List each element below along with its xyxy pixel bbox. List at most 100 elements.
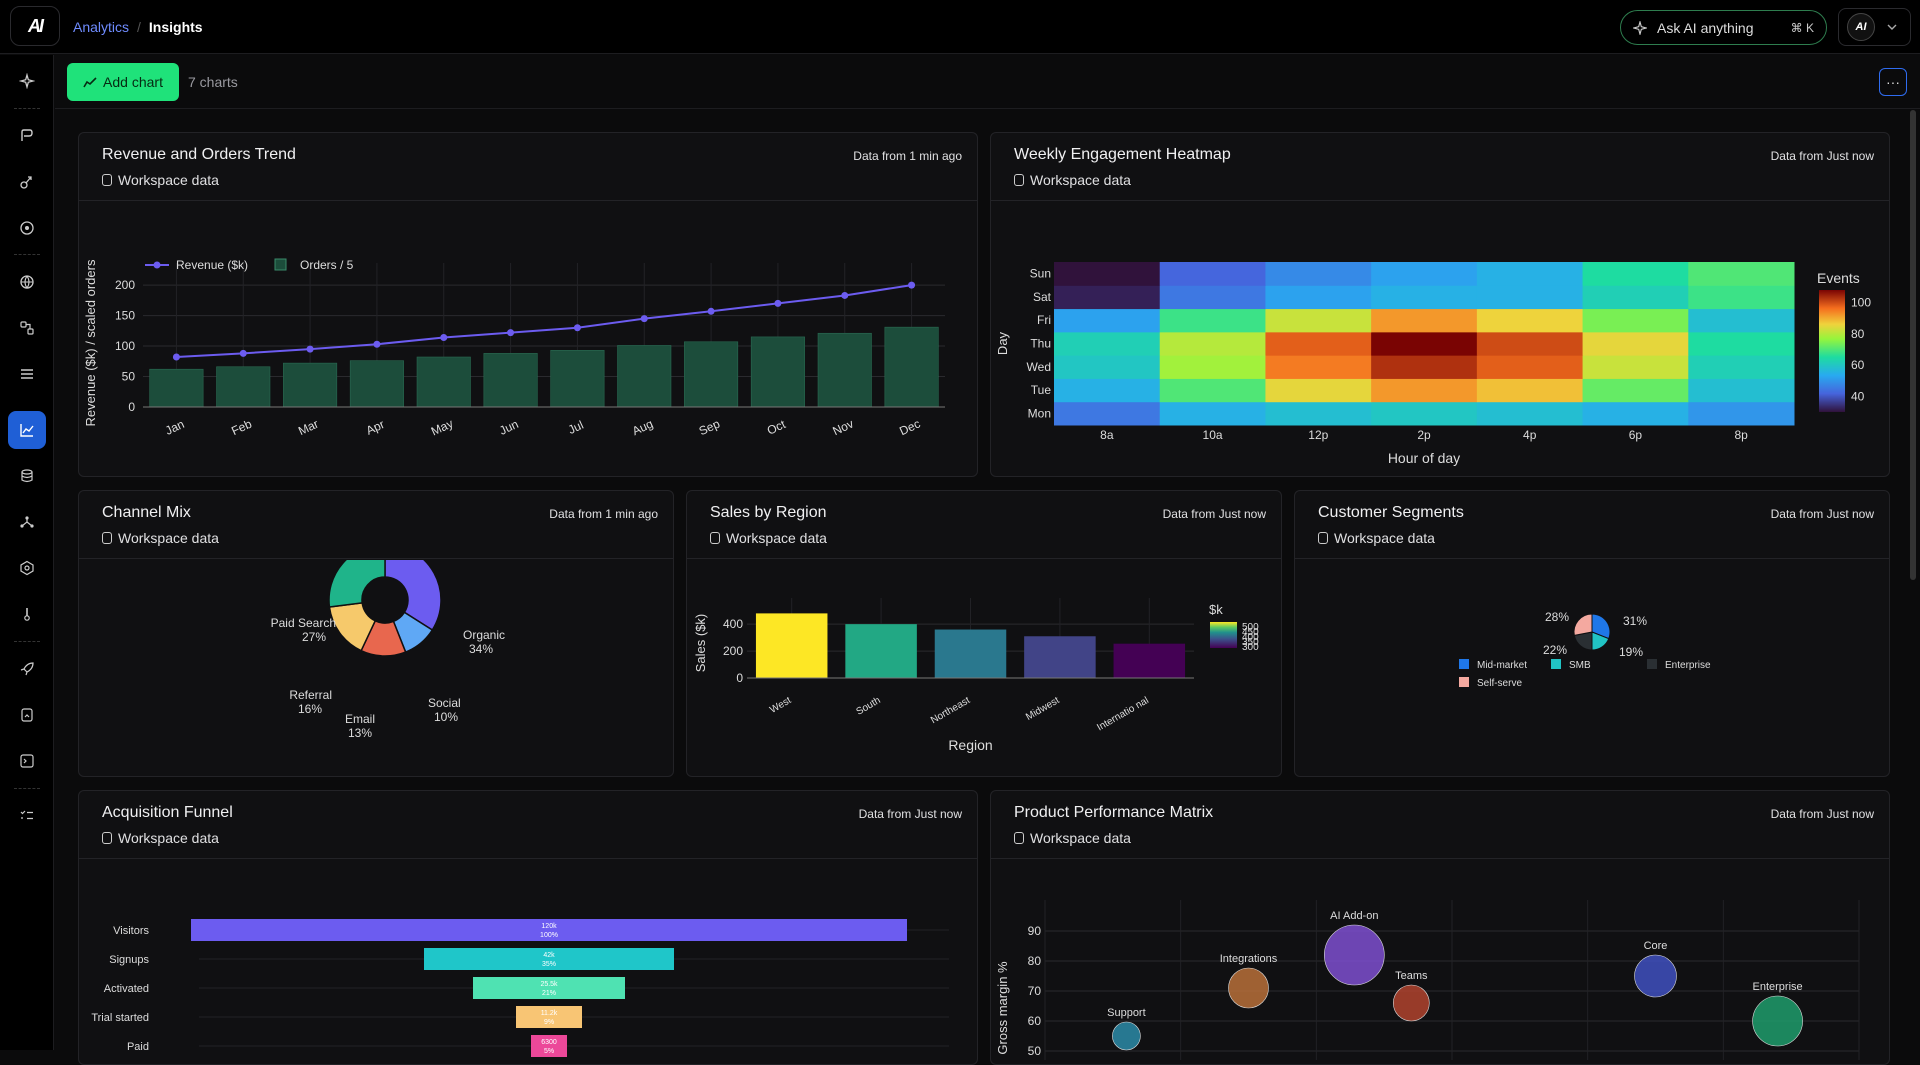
flow-icon[interactable] <box>8 163 46 201</box>
card-freshness: Data from Just now <box>1770 507 1874 521</box>
add-chart-button[interactable]: Add chart <box>67 63 179 101</box>
funnel-percent: 35% <box>542 961 556 968</box>
breadcrumb-analytics[interactable]: Analytics <box>73 19 130 35</box>
database-icon <box>102 832 112 844</box>
heatmap-cell <box>1688 285 1795 310</box>
x-tick-label: 8a <box>1100 428 1114 442</box>
bar-orders <box>416 356 471 408</box>
point-revenue <box>373 340 381 348</box>
add-chart-label: Add chart <box>103 74 163 90</box>
database-icon <box>1014 174 1024 186</box>
y-tick-label: 200 <box>723 644 743 658</box>
card-source: Workspace data <box>102 530 219 546</box>
breadcrumb-insights: Insights <box>148 19 203 35</box>
point-revenue <box>707 307 715 315</box>
slice-percent: 28% <box>1545 610 1569 624</box>
scrollbar[interactable] <box>1910 110 1916 580</box>
nodes-icon[interactable] <box>8 309 46 347</box>
bar-region <box>755 613 828 678</box>
x-axis-label: Region <box>948 737 992 753</box>
y-tick-label: 100 <box>115 339 135 353</box>
shield-icon[interactable] <box>8 549 46 587</box>
database-icon[interactable] <box>8 457 46 495</box>
heatmap-cell <box>1265 308 1372 333</box>
terminal-icon[interactable] <box>8 742 46 780</box>
source-label: Workspace data <box>1334 530 1435 546</box>
heatmap-cell <box>1688 308 1795 333</box>
colorbar-tick-label: 500 <box>1242 622 1259 633</box>
funnel-stage-label: Paid <box>127 1041 149 1053</box>
y-tick-label: 150 <box>115 309 135 323</box>
chart-icon <box>83 77 97 88</box>
heatmap-cell <box>1371 308 1478 333</box>
card-header: Weekly Engagement Heatmap Workspace data… <box>991 133 1889 201</box>
y-tick-label: 60 <box>1028 1014 1042 1028</box>
card-title: Revenue and Orders Trend <box>102 146 296 163</box>
card-freshness: Data from Just now <box>858 807 962 821</box>
y-tick-label: 90 <box>1028 924 1042 938</box>
heatmap-cell <box>1265 401 1372 426</box>
target-icon[interactable] <box>8 209 46 247</box>
funnel-stage-label: Signups <box>109 954 149 966</box>
slice-label: Paid Search <box>271 616 336 630</box>
heatmap-cell <box>1054 401 1161 426</box>
database-icon <box>1014 832 1024 844</box>
list-icon[interactable] <box>8 355 46 393</box>
heatmap-cell <box>1582 378 1689 403</box>
rocket-icon[interactable] <box>8 650 46 688</box>
network-icon[interactable] <box>8 503 46 541</box>
chart-card-revenue: Revenue and Orders Trend Workspace data … <box>78 132 978 477</box>
globe-icon[interactable] <box>8 263 46 301</box>
heatmap-cell <box>1688 331 1795 356</box>
x-tick-label: Nov <box>830 417 855 439</box>
pen-icon[interactable] <box>8 117 46 155</box>
y-tick-label: 0 <box>128 400 135 414</box>
sidebar <box>0 55 54 1050</box>
legend-swatch <box>1459 659 1469 669</box>
funnel-percent: 5% <box>544 1048 554 1055</box>
y-tick-label: 50 <box>1028 1044 1042 1058</box>
app-logo[interactable]: AI <box>10 6 60 46</box>
bar-region <box>1113 643 1186 678</box>
colorbar <box>1210 622 1237 648</box>
y-tick-label: Tue <box>1031 383 1052 397</box>
chart-icon[interactable] <box>8 411 46 449</box>
sparkle-icon[interactable] <box>8 62 46 100</box>
file-icon[interactable] <box>8 696 46 734</box>
y-axis-label: Day <box>995 331 1010 355</box>
heatmap-cell <box>1476 401 1584 426</box>
chart-card-funnel: Acquisition Funnel Workspace data Data f… <box>78 790 978 1065</box>
breadcrumb: Analytics / Insights <box>73 19 203 35</box>
y-tick-label: Fri <box>1037 313 1051 327</box>
chart-card-channel-mix: Channel Mix Workspace data Data from 1 m… <box>78 490 674 777</box>
checklist-icon[interactable] <box>8 797 46 835</box>
x-tick-label: Mar <box>296 417 321 438</box>
heatmap-cell <box>1688 262 1795 286</box>
x-tick-label: 12p <box>1308 428 1328 442</box>
more-options-button[interactable]: ··· <box>1879 68 1907 96</box>
heatmap-cell <box>1371 378 1478 403</box>
thermometer-icon[interactable] <box>8 595 46 633</box>
bubble-label: Support <box>1107 1007 1146 1019</box>
heatmap-cell <box>1371 355 1478 379</box>
card-title: Sales by Region <box>710 504 827 521</box>
slice-percent: 22% <box>1543 643 1567 657</box>
card-header: Customer Segments Workspace data Data fr… <box>1295 491 1889 559</box>
y-tick-label: 70 <box>1028 984 1042 998</box>
x-tick-label: May <box>429 416 455 438</box>
x-tick-label: Oct <box>765 417 788 438</box>
bar-orders <box>884 326 939 408</box>
card-source: Workspace data <box>1014 172 1131 188</box>
user-menu[interactable]: AI <box>1838 8 1911 46</box>
heatmap-cell <box>1688 355 1795 379</box>
sidebar-divider <box>14 788 40 789</box>
chart-card-region: Sales by Region Workspace data Data from… <box>686 490 1282 777</box>
ask-ai-button[interactable]: Ask AI anything ⌘ K <box>1620 10 1827 45</box>
pie-slice-self-serve <box>1573 613 1593 636</box>
heatmap-cell <box>1582 355 1689 379</box>
heatmap-cell <box>1371 262 1478 286</box>
bubble-label: Core <box>1644 940 1668 952</box>
legend-swatch-orders <box>274 258 287 271</box>
x-tick-label: Jul <box>566 418 586 437</box>
